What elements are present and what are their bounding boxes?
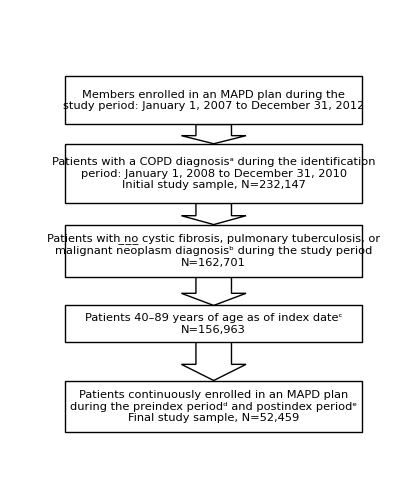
- Polygon shape: [181, 124, 246, 144]
- Text: Patients continuously enrolled in an MAPD plan
during the preindex periodᵈ and p: Patients continuously enrolled in an MAP…: [70, 390, 357, 423]
- FancyBboxPatch shape: [65, 224, 362, 276]
- FancyBboxPatch shape: [65, 306, 362, 342]
- Polygon shape: [181, 342, 246, 380]
- FancyBboxPatch shape: [65, 144, 362, 204]
- Polygon shape: [181, 276, 246, 306]
- FancyBboxPatch shape: [65, 380, 362, 432]
- Text: Patients with ̲n̲o̲ cystic fibrosis, pulmonary tuberculosis, or
malignant neopla: Patients with ̲n̲o̲ cystic fibrosis, pul…: [47, 234, 380, 268]
- Text: Patients with a COPD diagnosisᵃ during the identification
period: January 1, 200: Patients with a COPD diagnosisᵃ during t…: [52, 157, 375, 190]
- Text: Patients 40–89 years of age as of index dateᶜ
N=156,963: Patients 40–89 years of age as of index …: [85, 313, 343, 334]
- Text: Members enrolled in an MAPD plan during the
study period: January 1, 2007 to Dec: Members enrolled in an MAPD plan during …: [63, 90, 364, 111]
- Polygon shape: [181, 204, 246, 225]
- FancyBboxPatch shape: [65, 76, 362, 124]
